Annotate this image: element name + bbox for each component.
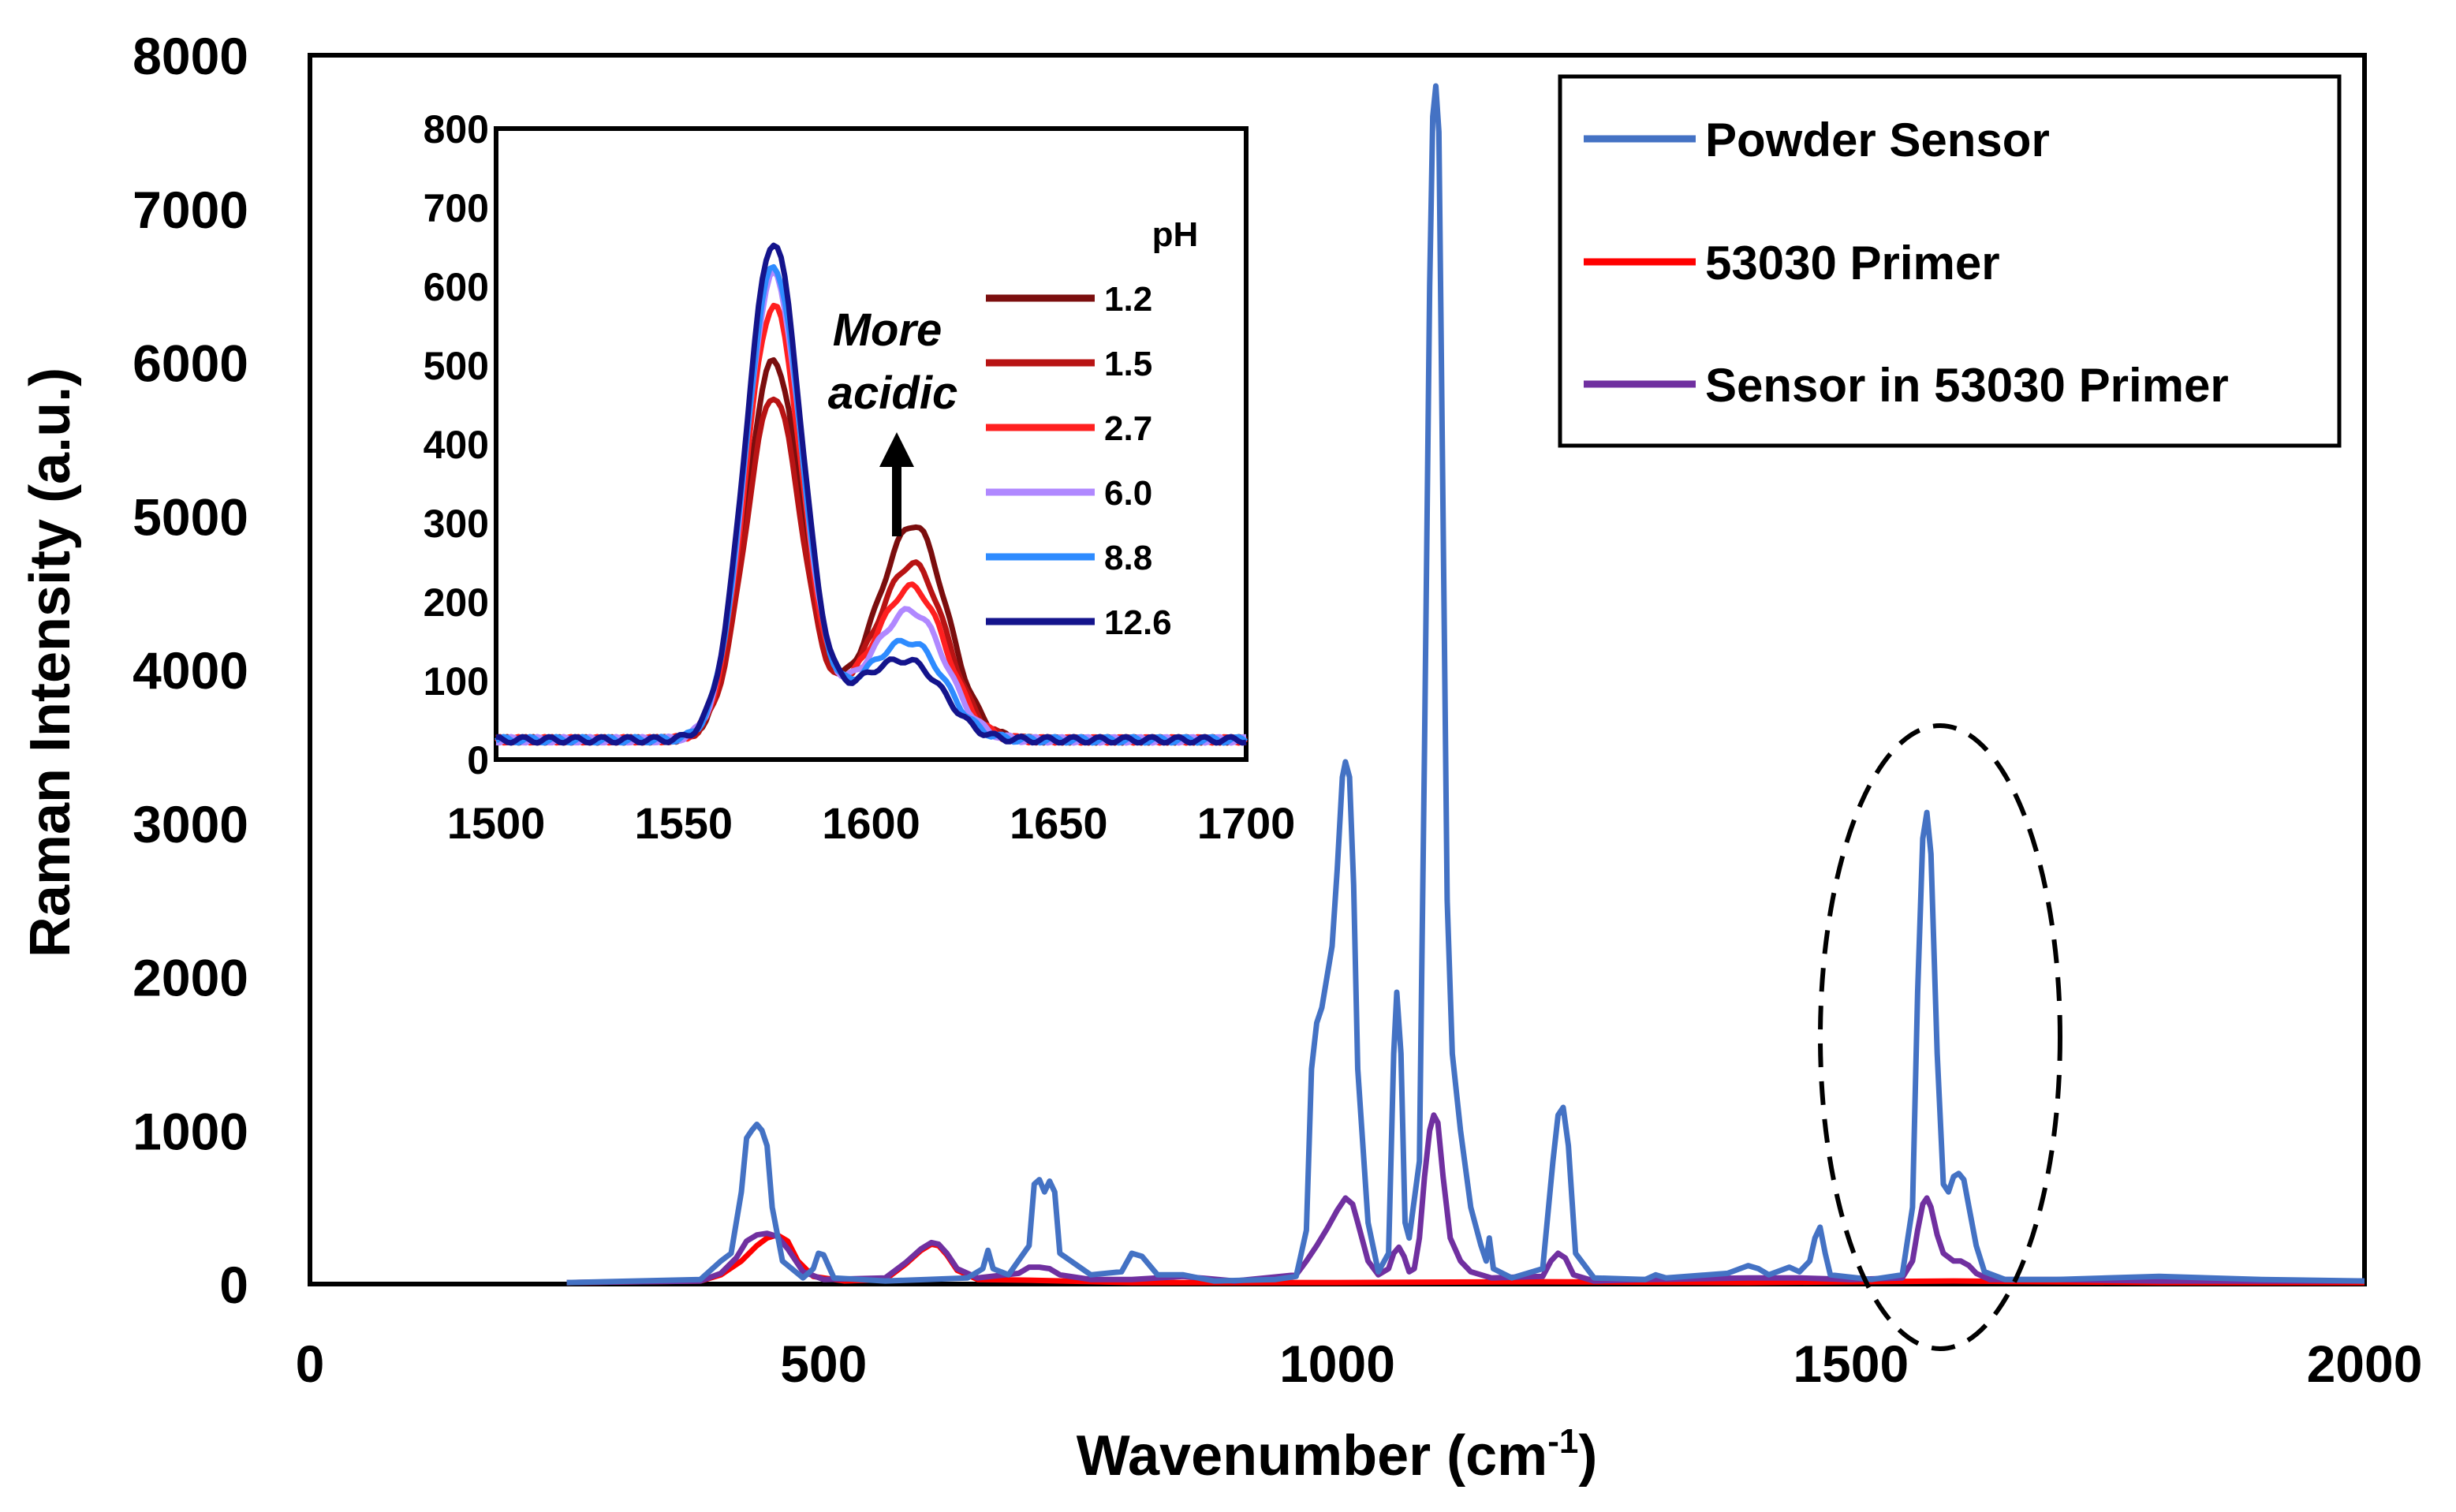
main-x-tick-label: 0 xyxy=(296,1335,325,1393)
main-y-tick-label: 0 xyxy=(219,1256,248,1314)
inset-y-tick-label: 400 xyxy=(424,423,489,467)
inset-y-tick-label: 300 xyxy=(424,502,489,546)
legend-label-53030-primer: 53030 Primer xyxy=(1705,237,2000,289)
annotation-acidic: acidic xyxy=(828,368,957,419)
inset-x-tick-label: 1650 xyxy=(1010,798,1108,848)
main-series-line-0 xyxy=(566,83,2365,1286)
main-y-tick-label: 1000 xyxy=(133,1102,248,1160)
annotation-more: More xyxy=(833,304,942,356)
main-y-tick-label: 7000 xyxy=(133,181,248,239)
main-y-tick-label: 5000 xyxy=(133,487,248,546)
main-y-tick-label: 4000 xyxy=(133,641,248,700)
inset-y-tick-label: 200 xyxy=(424,581,489,625)
y-axis-title: Raman Intensity (a.u.) xyxy=(19,368,82,958)
main-x-tick-label: 1500 xyxy=(1793,1335,1909,1393)
inset-y-tick-label: 100 xyxy=(424,659,489,704)
inset-y-tick-label: 500 xyxy=(424,344,489,388)
inset-legend-label: 6.0 xyxy=(1104,474,1152,513)
inset-x-ticks: 1500 1550 1600 1650 1700 xyxy=(447,798,1296,848)
main-x-ticks: 0 500 1000 1500 2000 xyxy=(296,1335,2423,1393)
main-y-tick-label: 8000 xyxy=(133,27,248,85)
inset-x-tick-label: 1600 xyxy=(822,798,920,848)
highlight-ellipse xyxy=(1818,723,2062,1351)
main-y-ticks: 0 1000 2000 3000 4000 5000 6000 7000 8000 xyxy=(133,27,248,1314)
inset-legend-label: 1.5 xyxy=(1104,345,1152,383)
main-y-tick-label: 2000 xyxy=(133,949,248,1007)
legend-label-powder-sensor: Powder Sensor xyxy=(1705,114,2050,166)
inset-legend-label: 2.7 xyxy=(1104,409,1152,448)
main-legend: Powder Sensor 53030 Primer Sensor in 530… xyxy=(1558,74,2342,448)
inset-series-line-12.6 xyxy=(495,242,1247,746)
legend-label-sensor-in-primer: Sensor in 53030 Primer xyxy=(1705,359,2229,412)
main-series-line-2 xyxy=(566,1112,2365,1286)
main-x-tick-label: 500 xyxy=(780,1335,867,1393)
main-y-tick-label: 6000 xyxy=(133,334,248,393)
inset-chart: 0 100 200 300 400 500 600 700 800 1500 1550 1600 16… xyxy=(424,107,1296,848)
inset-y-tick-label: 0 xyxy=(467,738,489,782)
inset-y-tick-label: 800 xyxy=(424,107,489,151)
inset-y-tick-label: 600 xyxy=(424,265,489,309)
inset-legend-title: pH xyxy=(1152,215,1199,254)
inset-series-group xyxy=(494,242,1249,746)
inset-y-ticks: 0 100 200 300 400 500 600 700 800 xyxy=(424,107,489,782)
inset-legend-label: 12.6 xyxy=(1104,603,1172,642)
inset-x-tick-label: 1550 xyxy=(634,798,733,848)
main-x-tick-label: 2000 xyxy=(2307,1335,2423,1393)
main-series-group xyxy=(566,83,2365,1286)
inset-legend-label: 8.8 xyxy=(1104,539,1152,577)
inset-x-tick-label: 1500 xyxy=(447,798,546,848)
main-x-tick-label: 1000 xyxy=(1279,1335,1395,1393)
x-axis-title: Wavenumber (cm-1) xyxy=(1077,1422,1598,1488)
inset-legend-label: 1.2 xyxy=(1104,280,1152,319)
main-y-tick-label: 3000 xyxy=(133,795,248,853)
annotation-arrow-head xyxy=(879,432,914,467)
inset-x-tick-label: 1700 xyxy=(1197,798,1296,848)
inset-legend: 1.2 1.5 2.7 6.0 8.8 12.6 xyxy=(986,280,1172,642)
inset-y-tick-label: 700 xyxy=(424,186,489,230)
